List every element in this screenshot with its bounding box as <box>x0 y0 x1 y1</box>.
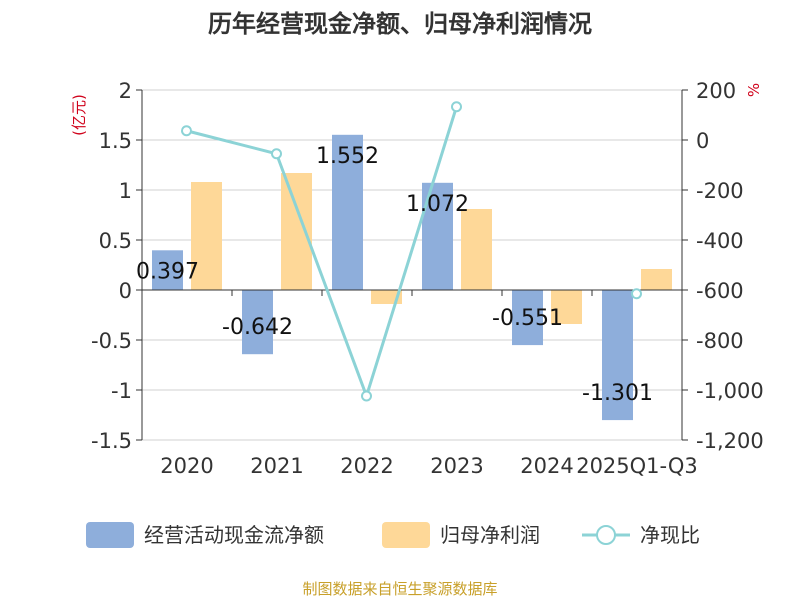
bar-value-label: 1.072 <box>406 192 469 217</box>
bar-profit <box>551 290 582 324</box>
bar-profit <box>191 182 222 290</box>
chart-title: 历年经营现金净额、归母净利润情况 <box>208 10 592 38</box>
legend-label-ratio: 净现比 <box>640 523 700 547</box>
left-axis-unit: (亿元) <box>70 94 88 136</box>
bar-cashflow <box>152 250 183 290</box>
left-tick-label: 1.5 <box>99 129 132 153</box>
right-axis-unit: % <box>745 83 763 97</box>
right-tick-label: -400 <box>696 229 744 253</box>
right-tick-label: -200 <box>696 179 744 203</box>
left-tick-label: -0.5 <box>91 329 132 353</box>
ratio-marker <box>181 125 192 137</box>
right-axis: 200 0 -200 -400 -600 -800 -1,000 -1,200 <box>681 79 764 453</box>
left-tick-label: 1 <box>119 179 132 203</box>
legend-swatch-cashflow <box>86 522 134 548</box>
ratio-marker <box>631 288 642 300</box>
bars <box>152 134 672 421</box>
bar-profit <box>371 290 402 304</box>
category-label: 2020 <box>160 454 213 478</box>
legend-swatch-profit <box>382 522 430 548</box>
category-label: 2022 <box>340 454 393 478</box>
category-label: 2025Q1-Q3 <box>576 454 698 478</box>
bar-value-label: -1.301 <box>582 381 653 406</box>
bar-profit <box>641 269 672 290</box>
left-axis: 2 1.5 1 0.5 0 -0.5 -1 -1.5 <box>91 79 143 453</box>
category-labels: 2020 2021 2022 2023 2024 2025Q1-Q3 <box>160 454 698 478</box>
right-tick-label: -800 <box>696 329 744 353</box>
source-note: 制图数据来自恒生聚源数据库 <box>302 580 497 598</box>
right-tick-label: -1,000 <box>696 379 764 403</box>
bar-cashflow <box>512 290 543 346</box>
gridlines <box>142 89 682 441</box>
ratio-marker <box>271 148 282 160</box>
right-tick-label: -600 <box>696 279 744 303</box>
bar-labels: 0.397 -0.642 1.552 1.072 -0.551 -1.301 <box>136 144 653 406</box>
ratio-marker <box>361 390 372 402</box>
ratio-marker <box>451 101 462 113</box>
legend-label-profit: 归母净利润 <box>440 523 540 547</box>
bar-value-label: 0.397 <box>136 259 199 284</box>
left-tick-label: 2 <box>119 79 132 103</box>
left-tick-label: -1 <box>111 379 132 403</box>
right-tick-label: -1,200 <box>696 429 764 453</box>
left-tick-label: 0.5 <box>99 229 132 253</box>
ratio-line-path <box>186 106 458 401</box>
bar-value-label: -0.642 <box>222 315 293 340</box>
bar-profit <box>281 173 312 290</box>
left-tick-label: 0 <box>119 279 132 303</box>
right-tick-label: 200 <box>696 79 736 103</box>
category-label: 2023 <box>430 454 483 478</box>
bar-profit <box>461 209 492 290</box>
category-label: 2024 <box>520 454 573 478</box>
left-tick-label: -1.5 <box>91 429 132 453</box>
ratio-line <box>181 101 642 402</box>
legend-swatch-ratio-marker <box>596 525 616 545</box>
category-label: 2021 <box>250 454 303 478</box>
bar-value-label: 1.552 <box>316 144 379 169</box>
bar-value-label: -0.551 <box>492 306 563 331</box>
bar-cashflow <box>242 290 273 355</box>
bar-cashflow <box>332 134 363 290</box>
right-tick-label: 0 <box>696 129 709 153</box>
legend-label-cashflow: 经营活动现金流净额 <box>144 523 324 547</box>
bar-cashflow <box>602 290 633 421</box>
legend: 经营活动现金流净额 归母净利润 净现比 <box>86 522 700 548</box>
x-axis <box>141 289 683 296</box>
